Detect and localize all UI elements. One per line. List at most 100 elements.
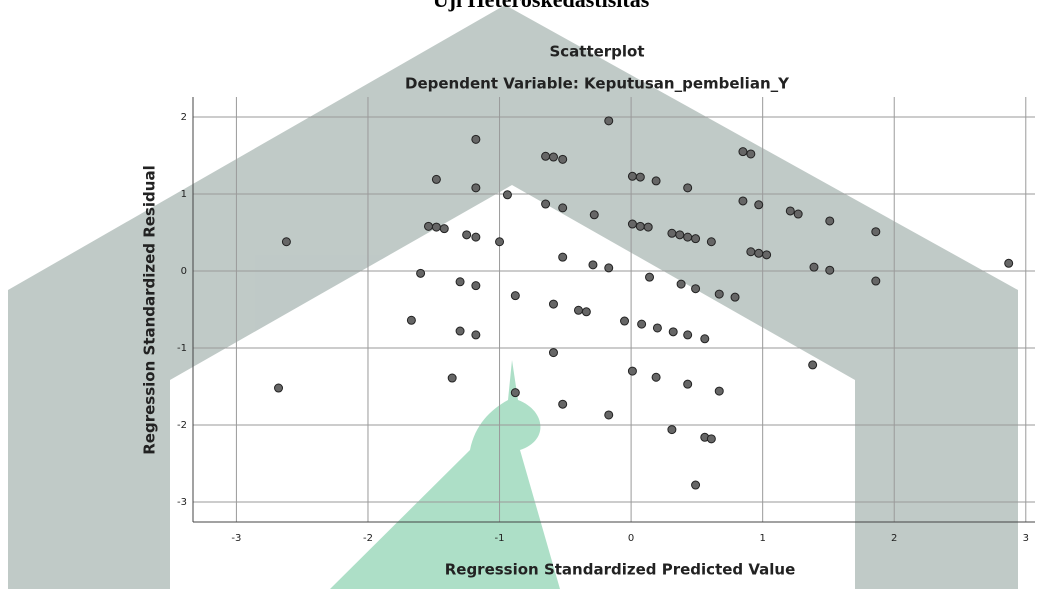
y-tick-label: 2 xyxy=(181,112,187,123)
point xyxy=(448,374,456,382)
point xyxy=(653,324,661,332)
point xyxy=(646,273,654,281)
point xyxy=(668,426,676,434)
point xyxy=(432,223,440,231)
point xyxy=(669,328,677,336)
point xyxy=(472,184,480,192)
point xyxy=(511,389,519,397)
point xyxy=(559,204,567,212)
point xyxy=(417,269,425,277)
point xyxy=(628,367,636,375)
page-heading: Uji Heteroskedastisitas xyxy=(433,0,650,12)
point xyxy=(605,264,613,272)
point xyxy=(739,197,747,205)
point xyxy=(636,222,644,230)
point xyxy=(472,331,480,339)
point xyxy=(549,153,557,161)
point xyxy=(755,249,763,257)
point xyxy=(644,223,652,231)
y-tick-label: -1 xyxy=(177,343,187,354)
point xyxy=(472,135,480,143)
point xyxy=(826,217,834,225)
point xyxy=(755,201,763,209)
point xyxy=(590,211,598,219)
point xyxy=(559,155,567,163)
point xyxy=(638,320,646,328)
y-axis-label: Regression Standardized Residual xyxy=(141,165,159,454)
chart-subtitle: Dependent Variable: Keputusan_pembelian_… xyxy=(405,75,790,93)
x-axis-label: Regression Standardized Predicted Value xyxy=(445,561,796,579)
point xyxy=(496,238,504,246)
y-tick-label: -2 xyxy=(177,420,187,431)
point xyxy=(747,248,755,256)
point xyxy=(652,373,660,381)
point xyxy=(701,335,709,343)
y-tick-label: 0 xyxy=(181,266,187,277)
point xyxy=(542,152,550,160)
point xyxy=(582,308,590,316)
point xyxy=(456,278,464,286)
point xyxy=(472,282,480,290)
y-tick-label: 1 xyxy=(181,189,187,200)
point xyxy=(503,191,511,199)
point xyxy=(605,117,613,125)
point xyxy=(684,380,692,388)
point xyxy=(574,306,582,314)
x-tick-label: -3 xyxy=(231,533,241,544)
x-tick-label: -2 xyxy=(363,533,373,544)
point xyxy=(677,280,685,288)
point xyxy=(456,327,464,335)
point xyxy=(810,263,818,271)
point xyxy=(684,184,692,192)
point xyxy=(621,317,629,325)
point xyxy=(684,331,692,339)
point xyxy=(707,435,715,443)
point xyxy=(1005,259,1013,267)
point xyxy=(511,292,519,300)
point xyxy=(826,266,834,274)
point xyxy=(432,175,440,183)
point xyxy=(424,222,432,230)
point xyxy=(676,231,684,239)
point xyxy=(809,361,817,369)
point xyxy=(715,290,723,298)
x-tick-label: 0 xyxy=(628,533,634,544)
point xyxy=(747,150,755,158)
point xyxy=(628,172,636,180)
point xyxy=(684,233,692,241)
point xyxy=(692,481,700,489)
point xyxy=(549,300,557,308)
x-tick-label: -1 xyxy=(495,533,505,544)
point xyxy=(282,238,290,246)
point xyxy=(872,277,880,285)
point xyxy=(652,177,660,185)
x-tick-label: 3 xyxy=(1023,533,1029,544)
watermark-dome xyxy=(330,360,560,589)
point xyxy=(440,225,448,233)
point xyxy=(707,238,715,246)
point xyxy=(275,384,283,392)
point xyxy=(559,253,567,261)
chart: Uji Heteroskedastisitas Scatterplot Depe… xyxy=(0,0,1062,589)
point xyxy=(407,316,415,324)
point xyxy=(636,173,644,181)
point xyxy=(549,349,557,357)
point xyxy=(731,293,739,301)
x-tick-label: 1 xyxy=(759,533,765,544)
point xyxy=(692,285,700,293)
point xyxy=(763,251,771,259)
chart-title: Scatterplot xyxy=(549,43,644,61)
point xyxy=(715,387,723,395)
point xyxy=(628,220,636,228)
x-tick-label: 2 xyxy=(891,533,897,544)
point xyxy=(605,411,613,419)
point xyxy=(463,231,471,239)
point xyxy=(559,400,567,408)
point xyxy=(786,207,794,215)
point xyxy=(542,200,550,208)
point xyxy=(668,229,676,237)
point xyxy=(794,210,802,218)
point xyxy=(692,235,700,243)
point xyxy=(472,233,480,241)
point xyxy=(739,148,747,156)
